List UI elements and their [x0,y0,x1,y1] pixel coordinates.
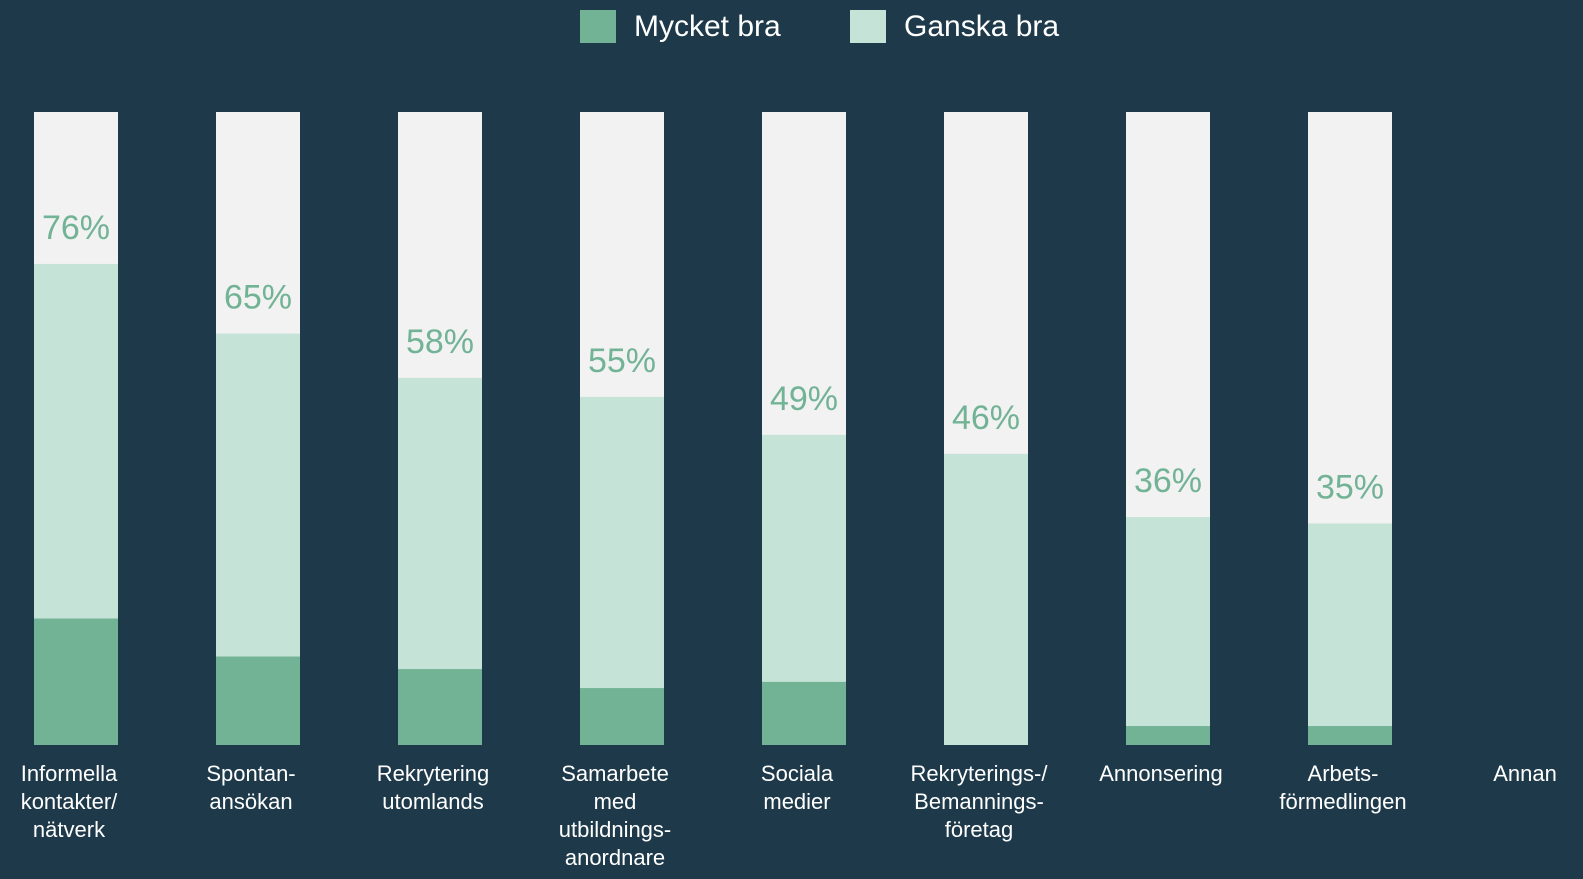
x-tick-label: ansökan [209,789,292,814]
legend-swatch [850,10,886,43]
x-tick-label: Arbets- [1308,761,1379,786]
x-tick-label: förmedlingen [1279,789,1406,814]
x-tick-label: kontakter/ [21,789,118,814]
x-tick-label: Bemannings- [914,789,1044,814]
bar-segment [34,263,118,619]
x-tick-label: Sociala [761,761,834,786]
x-tick-label: Spontan- [206,761,295,786]
x-tick-label: nätverk [33,817,106,842]
x-tick-label: anordnare [565,845,665,870]
x-tick-label: utomlands [382,789,484,814]
x-tick-label: utbildnings- [559,817,672,842]
total-label: 46% [952,399,1020,437]
bar-segment [216,333,300,657]
bar-segment [1126,517,1210,727]
bar-segment [1126,726,1210,745]
total-label: 76% [42,209,110,247]
bar-segment [398,669,482,745]
x-tick-label: Annonsering [1099,761,1223,786]
total-label: 55% [588,342,656,380]
x-tick-label: Annan [1493,761,1557,786]
bar-segment [1308,523,1392,727]
bar-segment [762,434,846,682]
total-label: 65% [224,279,292,317]
bar-segment [34,618,118,745]
total-label: 36% [1134,462,1202,500]
total-label: 35% [1316,468,1384,506]
total-label: 49% [770,380,838,418]
bar-segment [216,656,300,745]
legend-label: Mycket bra [634,10,781,43]
x-tick-label: Informella [21,761,118,786]
x-tick-label: Rekrytering [377,761,489,786]
x-tick-label: med [594,789,637,814]
x-tick-label: Rekryterings-/ [911,761,1049,786]
bar-segment [944,453,1028,745]
bar-segment [398,377,482,670]
x-tick-label: medier [763,789,830,814]
total-label: 58% [406,323,474,361]
x-tick-label: Samarbete [561,761,669,786]
bar-segment [762,681,846,745]
legend-label: Ganska bra [904,10,1059,43]
x-tick-label: företag [945,817,1014,842]
bar-segment [580,688,664,745]
legend-swatch [580,10,616,43]
bar-segment [1308,726,1392,745]
bar-segment [580,396,664,689]
